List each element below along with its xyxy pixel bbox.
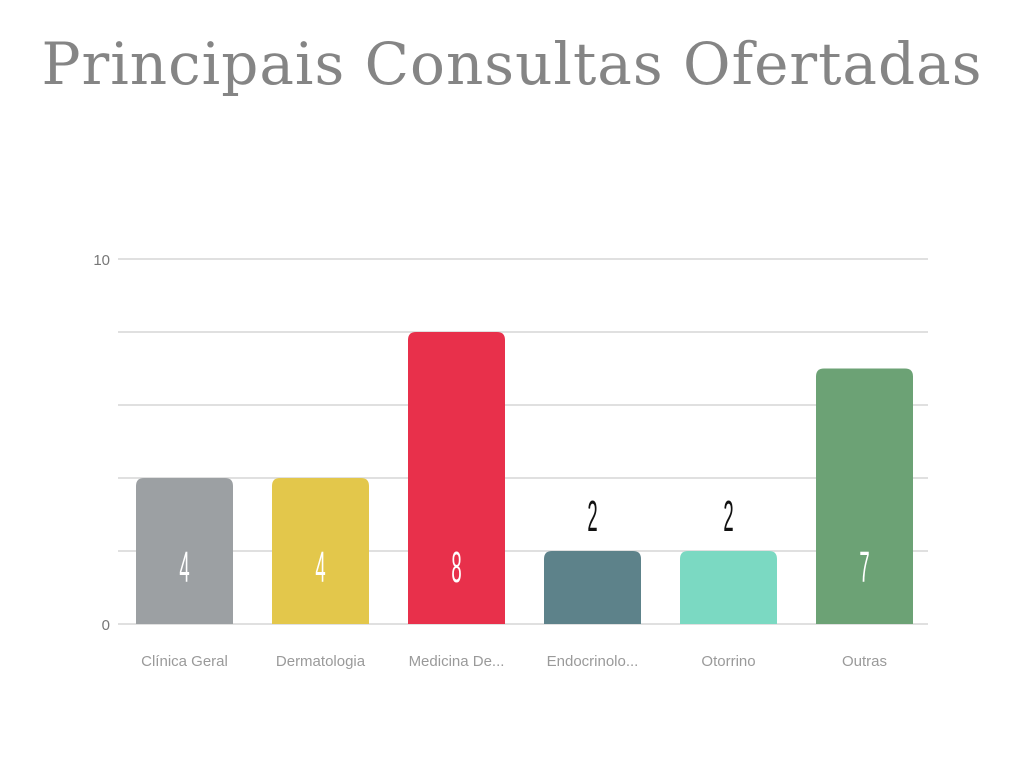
y-tick-label: 0 <box>102 617 110 634</box>
x-tick-label: Medicina De... <box>409 653 505 670</box>
chart-title: Principais Consultas Ofertadas <box>41 30 983 98</box>
bar <box>544 551 641 624</box>
bar <box>680 551 777 624</box>
data-label: 4 <box>179 543 189 593</box>
data-label: 4 <box>315 543 325 593</box>
x-tick-label: Endocrinolo... <box>547 653 639 670</box>
bar <box>408 332 505 624</box>
bar <box>272 478 369 624</box>
data-label: 8 <box>451 543 461 593</box>
x-tick-label: Otorrino <box>701 653 755 670</box>
y-tick-label: 10 <box>93 252 110 269</box>
x-tick-label: Dermatologia <box>276 653 366 670</box>
data-label: 2 <box>723 492 733 542</box>
x-tick-label: Clínica Geral <box>141 653 228 670</box>
bar <box>136 478 233 624</box>
data-label: 7 <box>859 543 869 593</box>
bar <box>816 368 913 624</box>
data-label: 2 <box>587 492 597 542</box>
x-tick-label: Outras <box>842 653 887 670</box>
